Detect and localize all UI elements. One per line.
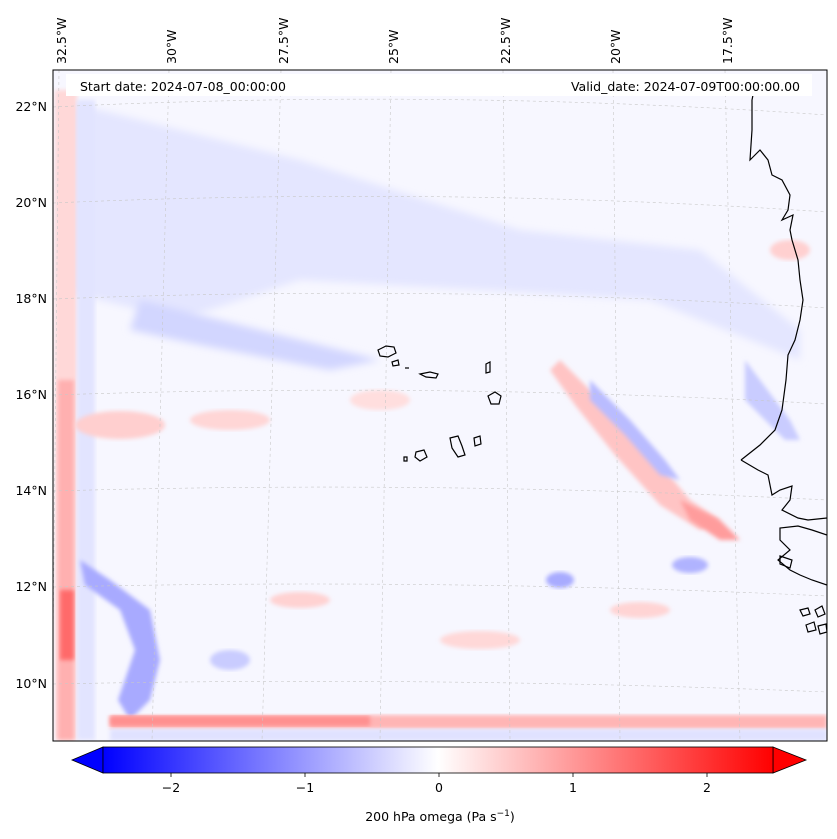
colorbar-tick-label: 2 (703, 780, 711, 795)
cape-verde-islands (377, 345, 502, 462)
start-date-label: Start date: 2024-07-08_00:00:00 (80, 79, 286, 94)
omega-field-patch (440, 631, 520, 649)
graticule-lon-25w (379, 70, 392, 741)
omega-field-bottom-positive-strip (110, 716, 370, 726)
colorbar-label: 200 hPa omega (Pa s−1) (365, 809, 515, 824)
island-maio (473, 435, 482, 447)
island-santo-antao (377, 345, 397, 358)
coastline-guinea (779, 555, 793, 569)
omega-field-patch (190, 410, 270, 430)
graticule-lat-22n (53, 98, 827, 116)
colorbar-extend-max (772, 746, 808, 774)
omega-field-negative-band (130, 300, 380, 370)
omega-field-patch (672, 557, 708, 573)
date-header-box (66, 74, 812, 96)
african-coastline (740, 79, 827, 635)
lon-label-30w: 30°W (164, 29, 179, 64)
omega-field-positive-streak (680, 500, 740, 540)
lon-label-27-5w: 27.5°W (276, 18, 291, 64)
graticule-lat-16n (53, 389, 827, 405)
omega-field-patch (610, 602, 670, 618)
map-panel: Start date: 2024-07-08_00:00:00 Valid_da… (53, 70, 827, 741)
omega-field-left-positive-strip (60, 590, 74, 660)
omega-field-negative-streak (590, 380, 680, 480)
lon-label-32-5w: 32.5°W (54, 18, 69, 64)
coastline-guinea-bissau (777, 525, 827, 586)
colorbar-label-exponent: −1 (497, 809, 510, 819)
coastline-mauritania (740, 79, 804, 461)
colorbar-label-suffix: ) (510, 809, 515, 824)
graticule-lat-12n (53, 583, 827, 597)
lat-label-16n: 16°N (15, 387, 47, 402)
graticule (53, 70, 827, 741)
coastline-senegal (740, 459, 827, 521)
colorbar-ticks (170, 773, 708, 777)
island-bissagos (805, 621, 817, 633)
omega-field (55, 90, 827, 741)
omega-field-negative-band (60, 100, 800, 360)
graticule-lon-30w (151, 70, 170, 741)
omega-field-negative-arc (80, 560, 160, 720)
omega-field-patch (546, 572, 574, 588)
lat-label-14n: 14°N (15, 483, 47, 498)
island-bissagos (799, 607, 811, 617)
island-fogo (414, 449, 428, 462)
lon-label-22-5w: 22.5°W (498, 18, 513, 64)
island-sao-vicente (391, 359, 400, 367)
lat-label-22n: 22°N (15, 99, 47, 114)
island-bissagos (817, 623, 827, 635)
island-sal (485, 361, 491, 374)
graticule-lat-10n (53, 681, 827, 693)
lon-label-25w: 25°W (386, 29, 401, 64)
colorbar-tick-label: 1 (569, 780, 577, 795)
graticule-lat-20n (53, 195, 827, 213)
island-santiago (449, 435, 466, 458)
graticule-lat-14n (53, 486, 827, 501)
island-brava (403, 456, 408, 462)
island-bissagos (814, 605, 826, 618)
colorbar: −2 −1 0 1 2 200 hPa omega (Pa s−1) (70, 746, 808, 824)
colorbar-extend-min (70, 746, 104, 774)
graticule-lon-20w (612, 70, 621, 741)
omega-field-patch (270, 592, 330, 608)
colorbar-gradient (102, 746, 774, 774)
omega-field-bottom-negative-strip (110, 729, 827, 741)
colorbar-tick-label: 0 (435, 780, 443, 795)
lon-label-17-5w: 17.5°W (720, 18, 735, 64)
omega-field-patch (770, 240, 810, 260)
lat-label-12n: 12°N (15, 579, 47, 594)
omega-field-patch (350, 390, 410, 410)
valid-date-label: Valid_date: 2024-07-09T00:00:00.00 (571, 79, 800, 94)
graticule-lat-18n (53, 292, 827, 309)
omega-field-patch (210, 650, 250, 670)
lon-label-20w: 20°W (608, 29, 623, 64)
colorbar-tick-label: −2 (162, 780, 180, 795)
latitude-labels: 22°N 20°N 18°N 16°N 14°N 12°N 10°N (15, 99, 47, 691)
lat-label-20n: 20°N (15, 195, 47, 210)
island-sao-nicolau (418, 371, 439, 379)
graticule-lon-17-5w (724, 70, 741, 741)
lat-label-10n: 10°N (15, 676, 47, 691)
omega-field-left-positive-strip (58, 380, 74, 740)
graticule-lon-22-5w (502, 70, 511, 741)
colorbar-tick-label: −1 (296, 780, 314, 795)
colorbar-label-prefix: 200 hPa omega (Pa s (365, 809, 496, 824)
omega-field-patch (75, 411, 165, 439)
omega-field-negative-streak (745, 360, 800, 440)
longitude-labels: 32.5°W 30°W 27.5°W 25°W 22.5°W 20°W 17.5… (54, 18, 735, 64)
lat-label-18n: 18°N (15, 291, 47, 306)
island-boa-vista (487, 391, 502, 405)
map-frame (52, 69, 828, 742)
graticule-lon-27-5w (261, 70, 282, 741)
